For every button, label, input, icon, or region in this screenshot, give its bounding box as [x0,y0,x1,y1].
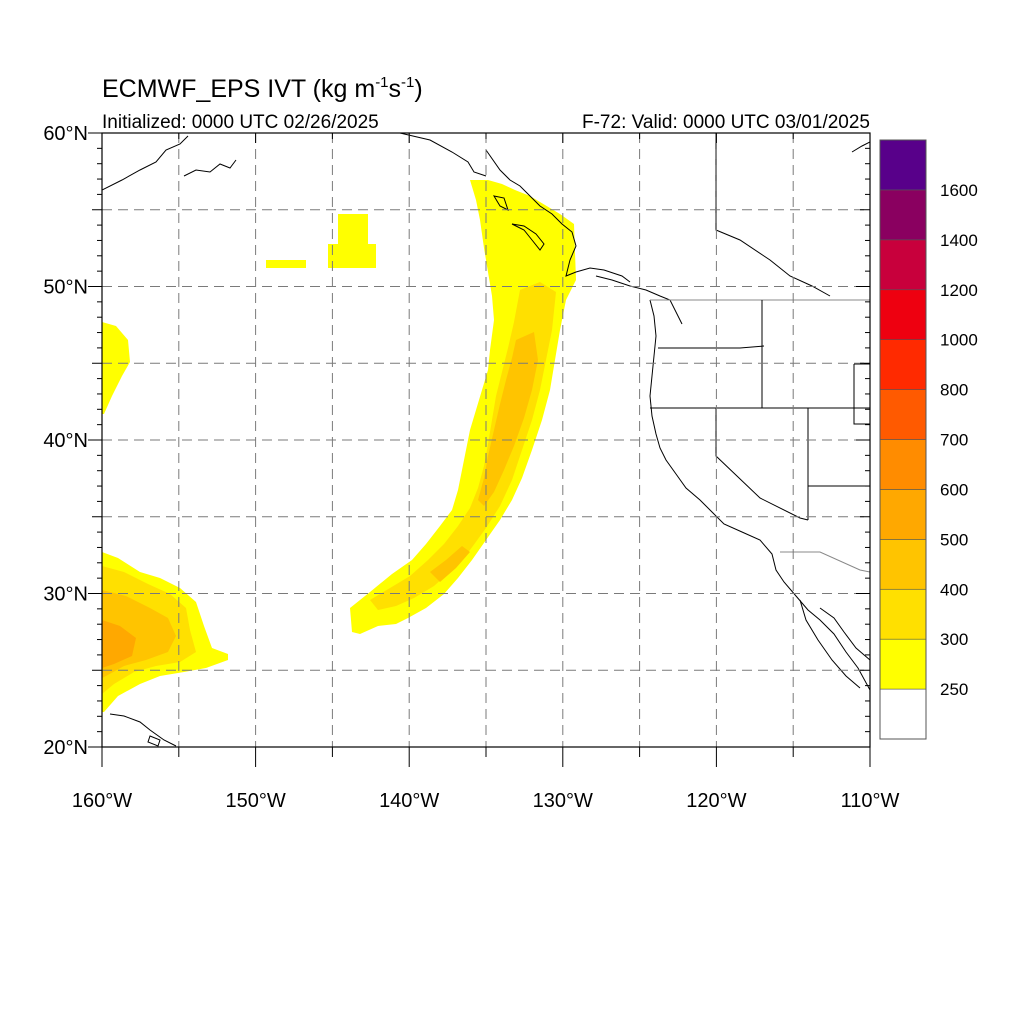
colorbar-label: 600 [940,480,968,499]
lat-tick-label: 30°N [43,584,88,606]
colorbar-label: 700 [940,431,968,450]
graticule [102,133,870,747]
colorbar-box [879,139,927,191]
colorbar-box [879,539,927,590]
lat-tick-label: 60°N [43,123,88,145]
colorbar-box [879,239,927,291]
valid-time-label: F-72: Valid: 0000 UTC 03/01/2025 [582,112,870,133]
coastlines [102,133,870,747]
ivt-ar-400 [478,332,538,506]
colorbar-label: 1200 [940,281,978,300]
colorbar-box [879,339,927,390]
colorbar-label: 400 [940,580,968,599]
colorbar-frame [879,139,927,740]
colorbar-label: 300 [940,630,968,649]
chart-title: ECMWF_EPS IVT (kg m-1s-1) [102,74,423,103]
colorbar-label: 1400 [940,231,978,250]
colorbar-box [879,389,927,440]
lon-tick-label: 160°W [72,790,132,812]
lat-tick-label: 50°N [43,277,88,299]
colorbar-box [879,588,927,640]
colorbar-label: 1600 [940,181,978,200]
ivt-patch-west [102,322,130,414]
ivt-ar-300 [370,282,556,610]
colorbar-label: 800 [940,381,968,400]
colorbar-label: 500 [940,530,968,549]
map-plot-area [102,133,870,747]
ivt-sw-500 [102,620,136,668]
ivt-ar-400b [430,546,470,582]
ivt-patch-c [266,260,306,268]
colorbar-box [879,189,927,241]
colorbar-box [879,638,927,690]
lon-tick-label: 130°W [533,790,593,812]
lat-tick-label: 40°N [43,430,88,452]
lon-tick-label: 110°W [841,790,900,812]
lon-tick-label: 150°W [225,790,285,812]
colorbar-label: 1000 [940,331,978,350]
map-axes: 160°W 150°W 140°W 130°W 120°W 110°W 60°N 50°N 40… [43,123,899,812]
lon-tick-label: 140°W [379,790,439,812]
ivt-shading [102,180,576,712]
colorbar-box [879,489,927,540]
colorbar-label: 250 [940,680,968,699]
colorbar-box [879,439,927,490]
colorbar-box [879,688,927,740]
init-time-label: Initialized: 0000 UTC 02/26/2025 [102,112,379,133]
ivt-patch-b [328,244,376,268]
lon-tick-label: 120°W [686,790,746,812]
ivt-colorbar: 250 300 400 500 600 700 800 1000 1200 1400 1600 [879,139,978,740]
lat-tick-label: 20°N [43,737,88,759]
colorbar-box [879,289,927,340]
